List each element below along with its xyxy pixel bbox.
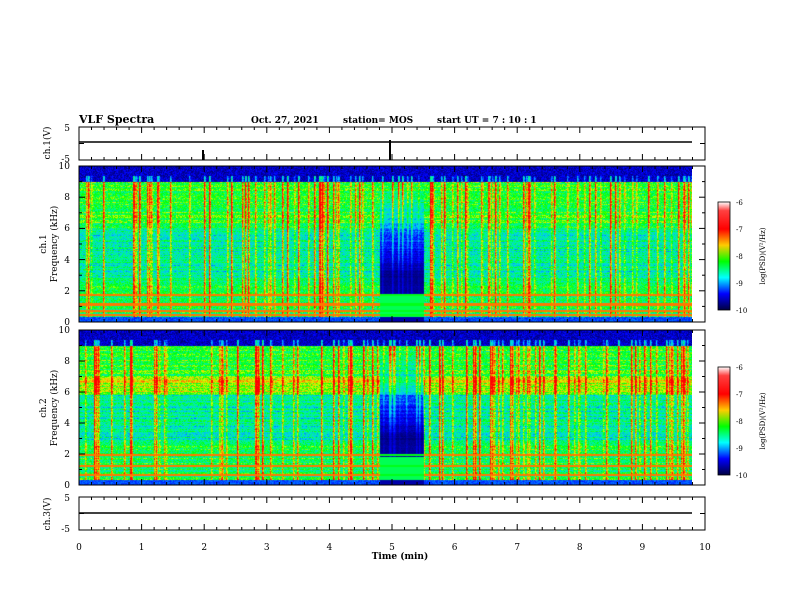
ch1-ytick: 10 bbox=[59, 162, 71, 172]
colorbar-tick: -9 bbox=[736, 445, 743, 453]
x-tick-label: 6 bbox=[452, 543, 458, 553]
ch2-spectrogram-panel: 0 2 4 6 8 10 ch.2 Frequency (kHz) bbox=[39, 326, 706, 491]
ch1-voltage-tick-top: 5 bbox=[64, 124, 70, 134]
colorbar-tick: -6 bbox=[736, 199, 743, 207]
figure-title: VLF Spectra bbox=[78, 113, 154, 126]
colorbar-tick: -10 bbox=[736, 307, 747, 315]
start-time-label: start UT = 7 : 10 : 1 bbox=[437, 116, 537, 126]
ch1-spectrum-ylabel: Frequency (kHz) bbox=[49, 206, 60, 283]
colorbar-tick: -10 bbox=[736, 472, 747, 480]
ch1-spectrogram-panel: 0 2 4 6 8 10 ch.1 Frequency (kHz) bbox=[39, 162, 706, 328]
ch1-ytick: 0 bbox=[64, 318, 70, 328]
ch1-voltage-tick-bottom: -5 bbox=[61, 155, 70, 165]
date-label: Oct. 27, 2021 bbox=[251, 116, 319, 126]
x-axis-label: Time (min) bbox=[372, 551, 429, 562]
ch1-ytick: 4 bbox=[64, 256, 70, 266]
ch2-spectrogram-image bbox=[79, 330, 692, 485]
ch2-ytick: 4 bbox=[64, 419, 70, 429]
colorbar-tick: -7 bbox=[736, 391, 743, 399]
ch1-voltage-ylabel: ch.1(V) bbox=[42, 127, 53, 160]
ch3-voltage-tick-top: 5 bbox=[64, 494, 70, 504]
ch3-voltage-ylabel: ch.3(V) bbox=[42, 498, 53, 531]
x-tick-label: 1 bbox=[139, 543, 145, 553]
colorbar-tick: -8 bbox=[736, 418, 743, 426]
colorbar-ch1-gradient bbox=[717, 201, 731, 311]
x-tick-label: 10 bbox=[699, 543, 711, 553]
x-axis: 0 1 2 3 4 5 6 7 8 9 10 Time (min) bbox=[76, 543, 711, 562]
ch1-spectrum-channel-label: ch.1 bbox=[39, 234, 49, 253]
x-tick-label: 0 bbox=[76, 543, 82, 553]
x-tick-label: 8 bbox=[577, 543, 583, 553]
ch2-spectrum-ylabel: Frequency (kHz) bbox=[49, 370, 60, 447]
ch1-ytick: 6 bbox=[64, 224, 70, 234]
ch3-voltage-tick-bottom: -5 bbox=[61, 525, 70, 535]
x-tick-label: 2 bbox=[201, 543, 207, 553]
colorbar-ch1: -6 -7 -8 -9 -10 log(PSD)(V²/Hz) bbox=[717, 199, 767, 315]
x-tick-label: 4 bbox=[327, 543, 333, 553]
colorbar-tick: -7 bbox=[736, 226, 743, 234]
colorbar-ch2-gradient bbox=[717, 366, 731, 476]
ch2-ytick: 0 bbox=[64, 481, 70, 491]
station-label: station= MOS bbox=[343, 116, 413, 126]
colorbar-tick: -8 bbox=[736, 253, 743, 261]
colorbar-label: log(PSD)(V²/Hz) bbox=[759, 392, 767, 449]
colorbar-tick: -9 bbox=[736, 280, 743, 288]
ch2-ytick: 2 bbox=[64, 450, 70, 460]
x-tick-label: 9 bbox=[640, 543, 646, 553]
colorbar-tick: -6 bbox=[736, 364, 743, 372]
ch2-ytick: 8 bbox=[64, 357, 70, 367]
ch1-ytick: 2 bbox=[64, 287, 70, 297]
ch1-ytick: 8 bbox=[64, 193, 70, 203]
ch1-spectrogram-image bbox=[79, 166, 692, 322]
ch1-y-ticks: 0 2 4 6 8 10 bbox=[59, 162, 71, 328]
ch2-spectrum-channel-label: ch.2 bbox=[39, 398, 49, 417]
x-tick-label: 7 bbox=[514, 543, 520, 553]
ch2-ytick: 10 bbox=[59, 326, 71, 336]
colorbar-label: log(PSD)(V²/Hz) bbox=[759, 227, 767, 284]
colorbar-ch2: -6 -7 -8 -9 -10 log(PSD)(V²/Hz) bbox=[717, 364, 767, 480]
x-tick-label: 3 bbox=[264, 543, 270, 553]
x-tick-label: 5 bbox=[389, 543, 395, 553]
axis-tick-marks bbox=[78, 126, 706, 531]
ch2-ytick: 6 bbox=[64, 388, 70, 398]
